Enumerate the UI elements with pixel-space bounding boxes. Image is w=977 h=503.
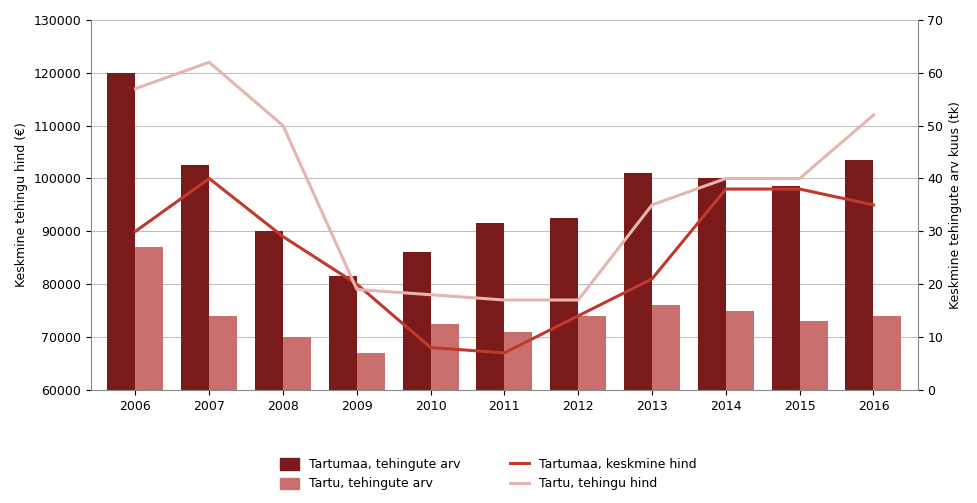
Bar [107,73,136,503]
Bar [624,173,652,503]
Bar [873,316,902,503]
Legend: Tartumaa, tehingute arv, Tartu, tehingute arv, Tartumaa, keskmine hind, Tartu, t: Tartumaa, tehingute arv, Tartu, tehingut… [274,452,703,497]
Bar [255,231,283,503]
Y-axis label: Keskmine tehingu hind (€): Keskmine tehingu hind (€) [15,122,28,287]
Bar [181,165,209,503]
Bar [357,353,385,503]
Bar [329,276,357,503]
Bar [772,187,799,503]
Bar [283,337,311,503]
Bar [550,218,578,503]
Bar [403,253,431,503]
Bar [578,316,607,503]
Bar [209,316,237,503]
Bar [477,223,504,503]
Bar [431,324,458,503]
Bar [698,179,726,503]
Bar [845,160,873,503]
Y-axis label: Keskmine tehingute arv kuus (tk): Keskmine tehingute arv kuus (tk) [949,101,962,309]
Bar [799,321,828,503]
Bar [136,247,163,503]
Bar [504,331,532,503]
Bar [652,305,680,503]
Bar [726,310,754,503]
